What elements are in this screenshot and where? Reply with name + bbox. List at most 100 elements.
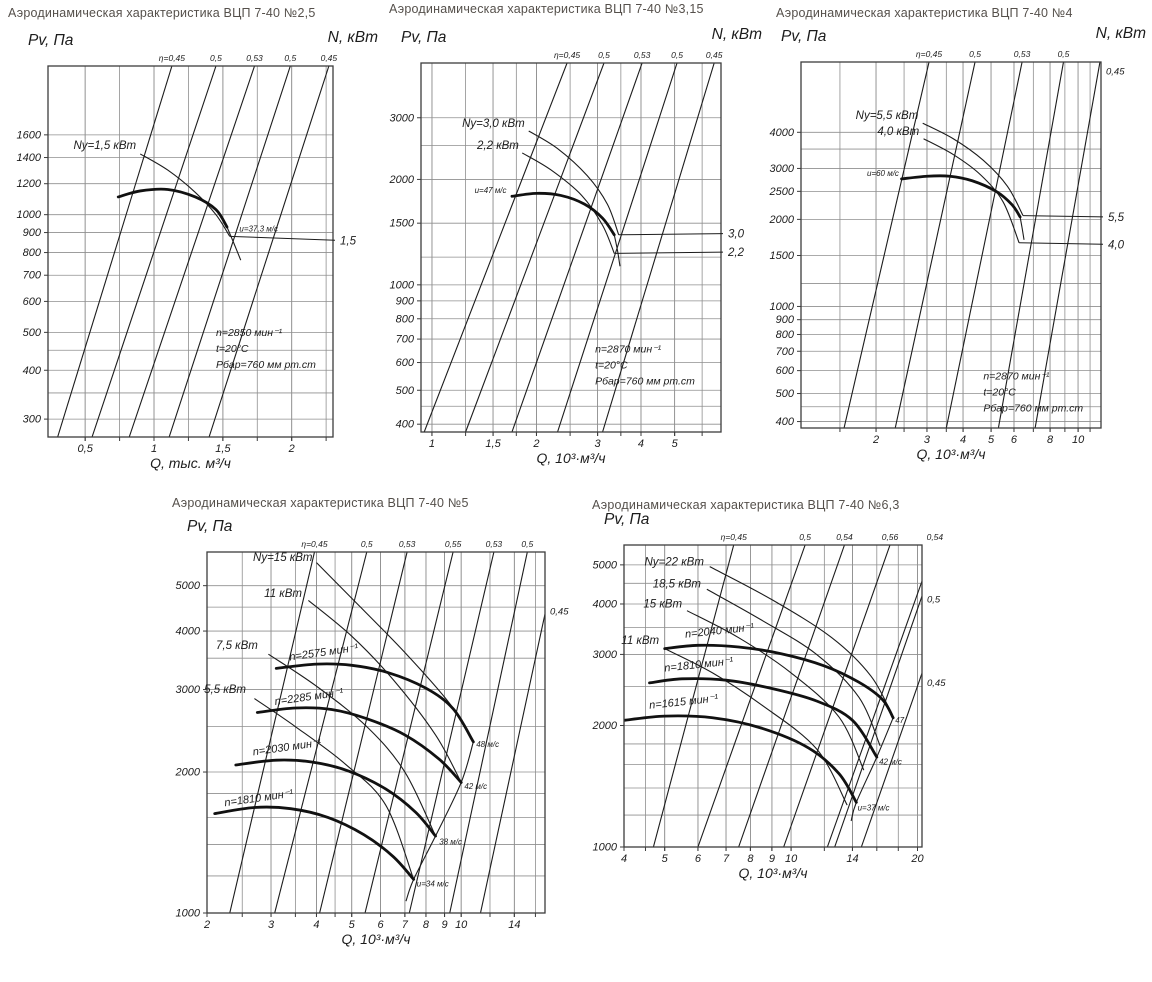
gridlines bbox=[801, 62, 1101, 428]
y-axis-title: Pv, Па bbox=[28, 32, 74, 49]
eta-line bbox=[826, 579, 922, 847]
plot-area bbox=[213, 552, 545, 913]
tick-marks bbox=[44, 134, 327, 441]
y-tick-label: 5000 bbox=[176, 580, 201, 592]
x-axis-title: Q, 10³·м³/ч bbox=[537, 450, 606, 466]
conditions-line: Рбар=760 мм рт.ст bbox=[216, 359, 316, 371]
tick-marks bbox=[203, 585, 536, 917]
y-tick-label: 1200 bbox=[17, 178, 42, 190]
y-tick-label: 700 bbox=[776, 346, 795, 358]
eta-line bbox=[168, 66, 291, 437]
n-pointer-line bbox=[618, 233, 724, 236]
power-curve bbox=[664, 648, 848, 806]
y-tick-label: 4000 bbox=[593, 598, 618, 610]
n-axis-title: N, кВт bbox=[712, 26, 762, 43]
chart-canvas-5: η=0,45 0,5 0,54 0,56 0,54 0,5 0,45 Ny=22 кВт 18,… bbox=[592, 511, 947, 881]
chart-title: Аэродинамическая характеристика ВЦП 7-40… bbox=[776, 6, 1073, 20]
eta-label: 0,54 bbox=[927, 532, 944, 542]
pressure-curve bbox=[274, 662, 475, 744]
chart-vcp-7-40-no4: Аэродинамическая характеристика ВЦП 7-40… bbox=[768, 0, 1152, 488]
speed-curve-label: n=1615 мин⁻¹ bbox=[649, 693, 719, 712]
u-speed-label: 48 м/с bbox=[476, 740, 499, 749]
power-curve-label: 11 кВт bbox=[621, 635, 659, 647]
pressure-curve bbox=[213, 805, 416, 881]
x-tick-label: 5 bbox=[349, 919, 356, 931]
eta-label: 0,45 bbox=[706, 50, 723, 60]
y-tick-label: 2500 bbox=[769, 186, 795, 198]
y-tick-label: 900 bbox=[23, 227, 42, 239]
y-tick-label: 1000 bbox=[176, 908, 201, 920]
speed-curve-label: n=2575 мин⁻¹ bbox=[289, 642, 360, 664]
x-tick-label: 5 bbox=[988, 434, 995, 446]
thin-tail-line bbox=[1019, 216, 1025, 240]
y-tick-label: 400 bbox=[396, 419, 415, 431]
x-tick-label: 7 bbox=[723, 853, 730, 865]
n-pointer-line bbox=[229, 235, 336, 241]
y-tick-label: 2000 bbox=[769, 214, 795, 226]
eta-line bbox=[479, 611, 545, 913]
y-tick-label: 600 bbox=[23, 296, 42, 308]
eta-line bbox=[783, 545, 891, 847]
y-axis-title: Pv, Па bbox=[781, 28, 827, 45]
n-pointer-line bbox=[1023, 215, 1104, 218]
x-tick-label: 3 bbox=[268, 919, 275, 931]
x-tick-label: 4 bbox=[621, 853, 627, 865]
eta-label: 0,5 bbox=[210, 53, 222, 63]
eta-line bbox=[274, 552, 368, 913]
chart-title: Аэродинамическая характеристика ВЦП 7-40… bbox=[389, 2, 704, 16]
eta-label: η=0,45 bbox=[916, 49, 942, 59]
n-pointer-line bbox=[614, 251, 724, 254]
eta-line bbox=[843, 62, 930, 428]
y-tick-label: 700 bbox=[23, 270, 42, 282]
eta-line bbox=[423, 63, 568, 432]
thin-tail-line bbox=[850, 717, 894, 822]
x-tick-label: 2 bbox=[872, 434, 879, 446]
eta-line bbox=[997, 62, 1065, 428]
y-tick-label: 2000 bbox=[592, 720, 618, 732]
x-tick-label: 8 bbox=[423, 919, 430, 931]
power-curve-label: 5,5 кВт bbox=[204, 684, 246, 696]
x-tick-label: 10 bbox=[455, 919, 468, 931]
power-curve bbox=[308, 599, 462, 783]
power-curve bbox=[706, 588, 881, 747]
eta-line bbox=[738, 545, 845, 847]
chart-title: Аэродинамическая характеристика ВЦП 7-40… bbox=[592, 498, 900, 512]
pressure-curve bbox=[116, 187, 229, 229]
power-curve-label: Ny=22 кВт bbox=[644, 557, 704, 569]
x-tick-label: 1 bbox=[151, 443, 157, 455]
y-tick-label: 900 bbox=[396, 295, 415, 307]
x-tick-label: 14 bbox=[508, 919, 520, 931]
u-speed-label: 47 bbox=[895, 716, 904, 725]
tick-marks bbox=[417, 117, 703, 436]
eta-label: 0,5 bbox=[927, 595, 941, 606]
eta-label: 0,45 bbox=[1106, 66, 1125, 77]
power-curve-label: 4,0 кВт bbox=[877, 126, 919, 138]
pressure-curve bbox=[255, 706, 463, 784]
eta-line bbox=[1034, 62, 1101, 428]
pressure-curve bbox=[663, 643, 895, 720]
y-tick-label: 600 bbox=[396, 357, 415, 369]
x-tick-label: 5 bbox=[662, 853, 669, 865]
y-tick-label: 700 bbox=[396, 334, 415, 346]
gridlines bbox=[206, 552, 545, 913]
plot-frame bbox=[206, 551, 546, 914]
eta-label: 0,54 bbox=[836, 532, 853, 542]
thin-tail-line bbox=[405, 741, 474, 902]
x-tick-label: 6 bbox=[695, 853, 702, 865]
x-tick-label: 8 bbox=[747, 853, 754, 865]
y-tick-label: 2000 bbox=[389, 174, 415, 186]
y-tick-label: 1500 bbox=[770, 250, 795, 262]
n-value-label: 4,0 bbox=[1108, 239, 1125, 251]
y-tick-label: 4000 bbox=[770, 127, 795, 139]
u-speed-label: u=37,3 м/с bbox=[239, 225, 278, 234]
chart-vcp-7-40-no2-5: Аэродинамическая характеристика ВЦП 7-40… bbox=[0, 0, 384, 488]
speed-curve-label: n=2040 мин⁻¹ bbox=[684, 621, 754, 640]
eta-label: 0,45 bbox=[321, 53, 338, 63]
eta-label: 0,55 bbox=[445, 539, 462, 549]
y-tick-label: 800 bbox=[776, 329, 795, 341]
power-curve bbox=[709, 566, 894, 718]
x-tick-label: 1,5 bbox=[215, 443, 231, 455]
chart-canvas-4: η=0,45 0,5 0,53 0,55 0,53 0,5 0,45 Ny=15 кВт 11 … bbox=[175, 518, 570, 947]
x-tick-label: 4 bbox=[313, 919, 319, 931]
eta-label: 0,45 bbox=[927, 678, 946, 689]
